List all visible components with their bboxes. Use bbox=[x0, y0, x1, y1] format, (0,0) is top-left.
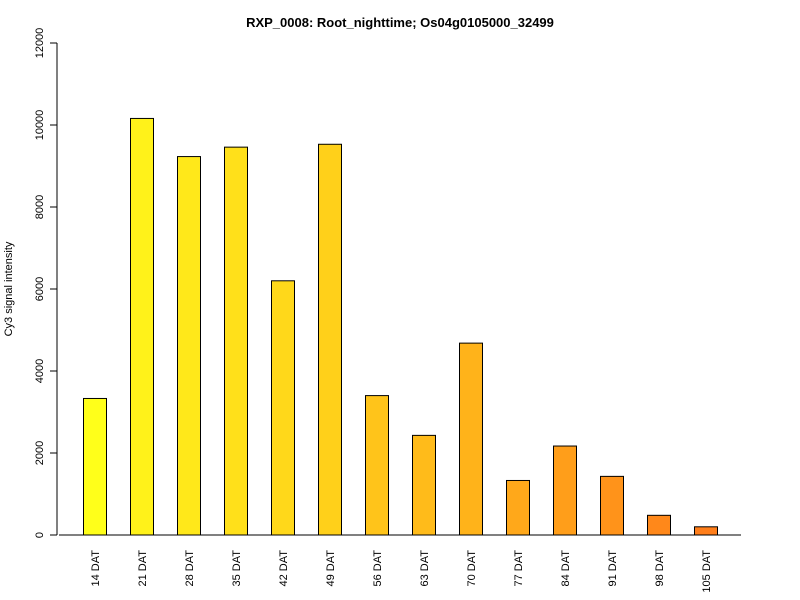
chart-title: RXP_0008: Root_nighttime; Os04g0105000_3… bbox=[246, 15, 554, 30]
bar bbox=[130, 117, 154, 536]
x-tick-label: 35 DAT bbox=[231, 550, 243, 587]
bar bbox=[553, 445, 577, 536]
x-tick-label: 21 DAT bbox=[137, 550, 149, 587]
bar bbox=[412, 434, 436, 536]
x-tick-label: 14 DAT bbox=[90, 550, 102, 587]
x-tick-label: 84 DAT bbox=[560, 550, 572, 587]
x-tick-label: 63 DAT bbox=[419, 550, 431, 587]
bar bbox=[224, 146, 248, 536]
x-tick-label: 98 DAT bbox=[654, 550, 666, 587]
y-tick-label: 4000 bbox=[34, 359, 46, 383]
x-tick-labels: 14 DAT 21 DAT 28 DAT 35 DAT 42 DAT 49 DAT 56 D… bbox=[90, 550, 713, 593]
bar bbox=[506, 479, 530, 536]
y-axis: 0 2000 4000 6000 8000 10000 12000 bbox=[34, 28, 58, 538]
y-tick-label: 10000 bbox=[34, 110, 46, 141]
x-tick-label: 42 DAT bbox=[278, 550, 290, 587]
bar bbox=[459, 342, 483, 536]
x-tick-label: 70 DAT bbox=[466, 550, 478, 587]
bar bbox=[83, 397, 107, 536]
y-tick-label: 6000 bbox=[34, 277, 46, 301]
x-tick-label: 49 DAT bbox=[325, 550, 337, 587]
y-axis-label: Cy3 signal intensity bbox=[3, 241, 15, 336]
bars bbox=[83, 117, 718, 536]
bar bbox=[694, 526, 718, 536]
x-tick-label: 28 DAT bbox=[184, 550, 196, 587]
bar bbox=[271, 280, 295, 536]
bar bbox=[647, 514, 671, 536]
y-tick-label: 8000 bbox=[34, 195, 46, 219]
x-tick-label: 91 DAT bbox=[607, 550, 619, 587]
bar bbox=[318, 143, 342, 536]
bar bbox=[365, 395, 389, 536]
bar bbox=[177, 156, 201, 536]
y-tick-label: 12000 bbox=[34, 28, 46, 59]
bar bbox=[600, 475, 624, 536]
y-tick-label: 0 bbox=[34, 532, 46, 538]
x-tick-label: 56 DAT bbox=[372, 550, 384, 587]
x-tick-label: 105 DAT bbox=[701, 550, 713, 593]
x-tick-label: 77 DAT bbox=[513, 550, 525, 587]
y-tick-label: 2000 bbox=[34, 441, 46, 465]
